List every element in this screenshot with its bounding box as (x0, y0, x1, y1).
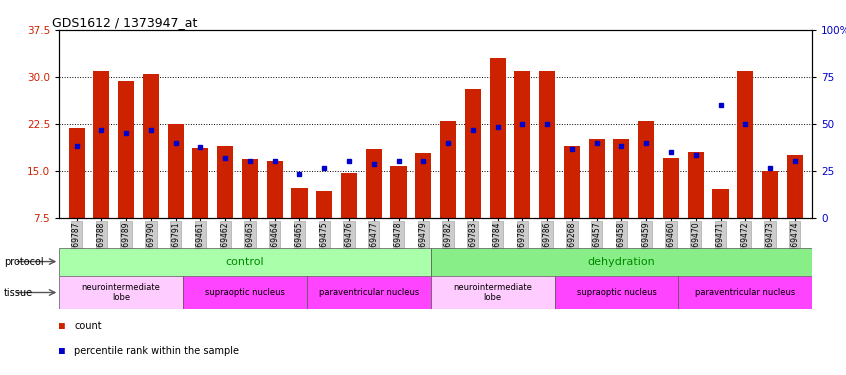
Bar (168, 124, 184, 218)
Bar (431, 276, 555, 309)
Bar (192, 147, 208, 218)
Bar (613, 140, 629, 218)
Text: protocol: protocol (4, 256, 44, 267)
Text: ■: ■ (59, 321, 71, 331)
Bar (490, 58, 506, 217)
Bar (678, 276, 812, 309)
Text: control: control (226, 256, 264, 267)
Text: supraoptic nucleus: supraoptic nucleus (205, 288, 285, 297)
Text: neurointermediate
lobe: neurointermediate lobe (82, 283, 161, 302)
Bar (589, 140, 605, 218)
Bar (514, 70, 530, 217)
Bar (688, 152, 704, 217)
Bar (787, 155, 803, 218)
Bar (365, 149, 382, 217)
Text: neurointermediate
lobe: neurointermediate lobe (453, 283, 532, 302)
Bar (440, 121, 456, 218)
Bar (431, 248, 812, 276)
Bar (539, 70, 555, 217)
Bar (464, 89, 481, 218)
Bar (217, 146, 233, 218)
Text: count: count (74, 321, 102, 331)
Bar (93, 70, 109, 217)
Bar (143, 74, 159, 217)
Text: tissue: tissue (4, 288, 33, 297)
Bar (291, 188, 307, 218)
Text: paraventricular nucleus: paraventricular nucleus (319, 288, 419, 297)
Text: GDS1612 / 1373947_at: GDS1612 / 1373947_at (52, 16, 197, 29)
Bar (341, 172, 357, 217)
Bar (638, 121, 654, 218)
Bar (415, 153, 431, 218)
Bar (316, 190, 332, 217)
Bar (762, 171, 778, 217)
Text: supraoptic nucleus: supraoptic nucleus (577, 288, 656, 297)
Text: ■: ■ (59, 346, 71, 355)
Bar (663, 158, 679, 218)
Text: percentile rank within the sample: percentile rank within the sample (74, 346, 239, 355)
Bar (391, 166, 407, 218)
Bar (59, 276, 183, 309)
Text: dehydration: dehydration (588, 256, 656, 267)
Bar (712, 189, 728, 217)
Bar (737, 70, 753, 217)
Bar (69, 128, 85, 217)
Bar (564, 146, 580, 218)
Bar (183, 276, 307, 309)
Bar (59, 248, 431, 276)
Bar (242, 159, 258, 218)
Text: paraventricular nucleus: paraventricular nucleus (695, 288, 795, 297)
Bar (555, 276, 678, 309)
Bar (307, 276, 431, 309)
Bar (266, 161, 283, 218)
Bar (118, 81, 135, 218)
